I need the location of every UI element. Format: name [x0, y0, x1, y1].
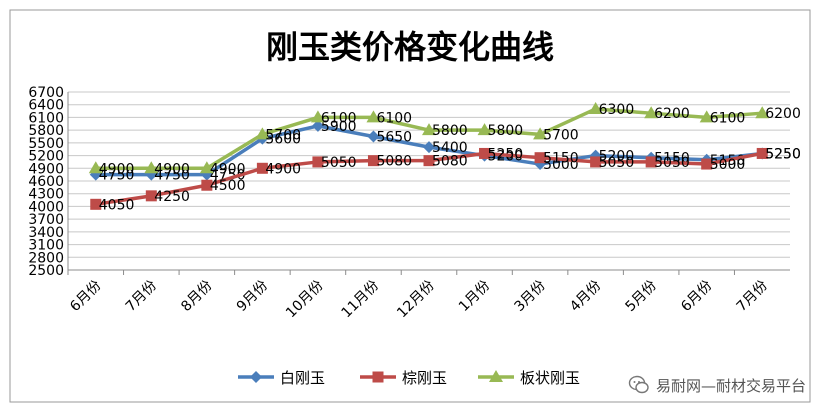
legend-label: 白刚玉: [280, 369, 325, 387]
data-label: 6100: [710, 110, 746, 126]
data-label: 6300: [599, 102, 635, 118]
data-label: 6100: [321, 110, 357, 126]
data-label: 5900: [321, 119, 357, 135]
data-label: 5080: [376, 154, 412, 170]
y-tick-label: 5500: [28, 136, 64, 152]
data-point: [534, 152, 546, 164]
legend-item: 棕刚玉: [360, 369, 447, 387]
y-tick-label: 4300: [28, 187, 64, 203]
legend-label: 棕刚玉: [402, 369, 447, 387]
data-point: [479, 147, 491, 159]
y-tick-label: 6700: [28, 85, 64, 101]
data-point: [644, 106, 659, 119]
data-point: [256, 162, 268, 174]
legend-item: 白刚玉: [238, 369, 325, 387]
y-tick-label: 6100: [28, 110, 64, 126]
data-label: 5050: [654, 155, 690, 171]
data-label: 4750: [99, 168, 135, 184]
data-point: [201, 179, 213, 191]
legend-swatch-marker: [250, 371, 262, 383]
series-3: 4900 4900 4900 5700 6100 6100 5800 5800 5700 6300…: [88, 101, 801, 177]
data-point: [699, 110, 714, 123]
y-tick-label: 2500: [28, 263, 64, 279]
data-label: 5700: [543, 127, 579, 143]
legend-label: 板状刚玉: [520, 369, 580, 387]
data-point: [144, 161, 159, 174]
data-label: 5800: [432, 123, 468, 139]
y-tick-label: 3700: [28, 212, 64, 228]
data-point: [310, 110, 325, 123]
data-point: [311, 119, 324, 132]
legend-swatch-marker: [489, 370, 503, 382]
legend-swatch-marker: [372, 371, 384, 383]
data-label: 4900: [99, 161, 135, 177]
data-label: 5050: [321, 155, 357, 171]
data-label: 5080: [432, 154, 468, 170]
y-tick-label: 6400: [28, 98, 64, 114]
data-point: [199, 161, 214, 174]
data-label: 5250: [488, 146, 524, 162]
data-label: 5050: [599, 155, 635, 171]
data-label: 4900: [265, 161, 301, 177]
chart-title: 刚玉类价格变化曲线: [266, 28, 554, 66]
data-label: 4500: [210, 178, 246, 194]
data-point: [590, 156, 602, 168]
y-tick-label: 5200: [28, 149, 64, 165]
data-point: [145, 190, 157, 202]
data-label: 5800: [488, 123, 524, 139]
data-point: [367, 155, 379, 167]
data-label: 6200: [765, 106, 801, 122]
y-tick-label: 5800: [28, 123, 64, 139]
wechat-icon: [628, 375, 649, 394]
data-label: 6100: [376, 110, 412, 126]
data-point: [312, 156, 324, 168]
data-point: [255, 127, 270, 140]
y-tick-label: 3100: [28, 238, 64, 254]
data-point: [423, 155, 435, 167]
series-layer: 4750 4750 47505600590056505400520050005200…: [88, 101, 801, 213]
data-label: 5250: [765, 146, 801, 162]
y-axis-ticks: 2500280031003400370040004300460049005200…: [28, 85, 64, 279]
data-label: 6200: [654, 106, 690, 122]
data-point: [588, 101, 603, 114]
y-tick-label: 3400: [28, 225, 64, 241]
data-label: 5700: [265, 127, 301, 143]
data-point: [88, 161, 103, 174]
data-point: [701, 158, 713, 170]
data-label: 5250: [765, 146, 801, 162]
data-label: 4750: [210, 168, 246, 184]
data-point: [422, 123, 436, 136]
data-point: [755, 106, 770, 119]
data-point: [533, 127, 548, 140]
data-label: 5650: [376, 130, 412, 146]
data-label: 5400: [432, 140, 468, 156]
watermark-text: 易耐网—耐材交易平台: [655, 376, 806, 395]
data-point: [477, 123, 492, 136]
data-point: [90, 198, 102, 210]
data-label: 5150: [543, 151, 579, 167]
data-label: 4250: [154, 189, 190, 205]
y-tick-label: 4600: [28, 174, 64, 190]
watermark: 易耐网—耐材交易平台: [627, 374, 806, 396]
data-label: 4750: [154, 168, 190, 184]
data-point: [423, 141, 435, 154]
data-point: [367, 130, 380, 143]
data-label: 4050: [99, 197, 135, 213]
data-label: 4900: [210, 161, 246, 177]
data-point: [645, 156, 657, 168]
legend: 白刚玉 棕刚玉 板状刚玉: [238, 369, 580, 387]
y-tick-label: 4900: [28, 161, 64, 177]
data-point: [366, 110, 381, 123]
y-tick-label: 2800: [28, 250, 64, 266]
data-label: 5600: [265, 132, 301, 148]
legend-item: 板状刚玉: [478, 369, 580, 387]
data-point: [756, 147, 768, 159]
data-label: 4900: [154, 161, 190, 177]
data-label: 5000: [710, 157, 746, 173]
y-tick-label: 4000: [28, 199, 64, 215]
